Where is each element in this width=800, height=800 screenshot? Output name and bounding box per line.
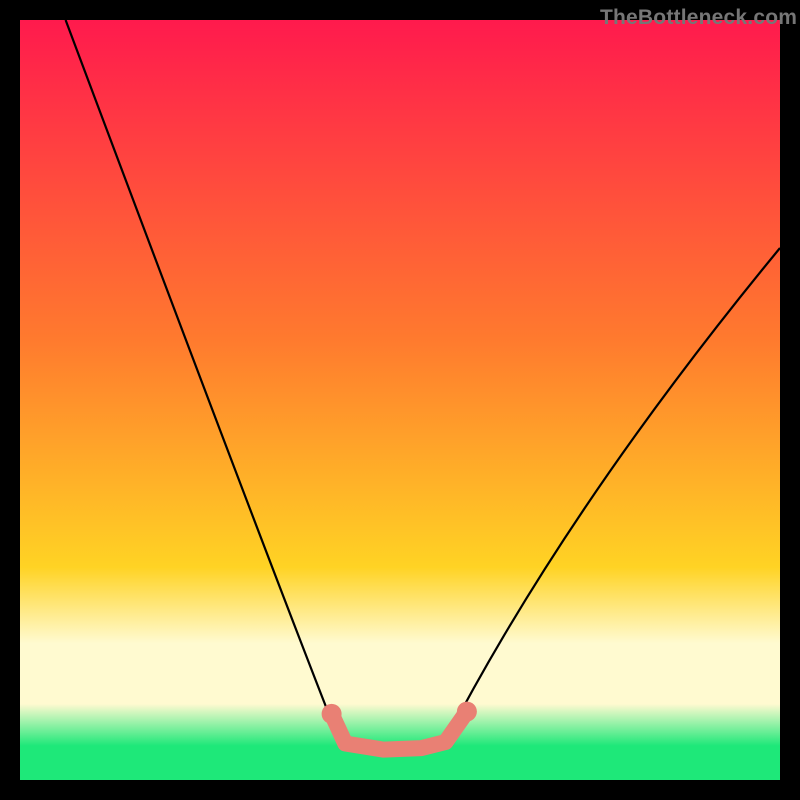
plot-area: [20, 20, 780, 780]
chart-frame: TheBottleneck.com: [0, 0, 800, 800]
watermark-label: TheBottleneck.com: [600, 6, 797, 30]
bottleneck-chart: [20, 20, 780, 780]
range-end-left: [322, 704, 342, 724]
range-end-right: [457, 702, 477, 722]
gradient-background: [20, 20, 780, 780]
